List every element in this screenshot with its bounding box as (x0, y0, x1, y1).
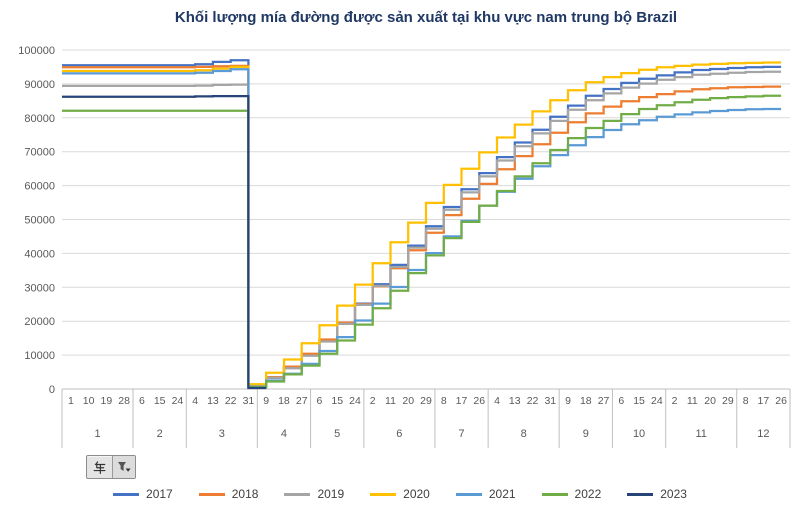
x-axis-day-label: 6 (139, 395, 145, 407)
legend-item-2017: 2017 (113, 487, 173, 501)
legend-item-2020: 2020 (370, 487, 430, 501)
x-axis-month-label: 2 (157, 428, 163, 440)
x-axis-month-label: 6 (396, 428, 402, 440)
x-axis-day-label: 20 (704, 395, 716, 407)
x-axis-day-label: 13 (207, 395, 219, 407)
series-line-2017 (62, 59, 782, 388)
legend-item-2023: 2023 (627, 487, 687, 501)
legend-swatch-2018 (198, 492, 225, 496)
series-line-2022 (62, 94, 782, 389)
legend-label-2020: 2020 (403, 487, 430, 501)
legend-item-2018: 2018 (198, 487, 259, 501)
x-axis-day-label: 18 (278, 395, 290, 407)
x-axis-month-label: 12 (757, 428, 769, 440)
x-axis-day-label: 4 (494, 395, 500, 407)
x-axis-day-label: 24 (349, 395, 361, 407)
legend-label-2021: 2021 (488, 487, 516, 501)
legend-swatch-2023 (627, 492, 654, 496)
legend-item-2019: 2019 (284, 487, 344, 501)
y-axis-tick-label: 70000 (24, 147, 55, 159)
series-line-2018 (62, 64, 782, 387)
x-axis-month-label: 3 (219, 428, 225, 440)
y-axis-tick-label: 60000 (24, 181, 55, 193)
x-axis-day-label: 10 (83, 395, 95, 407)
y-axis-tick-label: 80000 (24, 113, 55, 125)
x-axis-day-label: 19 (101, 395, 113, 407)
x-axis-day-label: 22 (527, 395, 539, 407)
x-axis-day-label: 13 (509, 395, 521, 407)
series-line-2020 (62, 61, 782, 386)
y-axis-tick-label: 100000 (18, 45, 55, 57)
x-axis-day-label: 6 (618, 395, 624, 407)
legend-swatch-2017 (113, 492, 140, 496)
year-character-icon (93, 460, 106, 474)
legend-swatch-2021 (455, 492, 482, 496)
x-axis-day-label: 15 (154, 395, 166, 407)
x-axis-month-label: 7 (458, 428, 464, 440)
y-axis-tick-label: 0 (49, 384, 55, 396)
x-axis-day-label: 26 (775, 395, 787, 407)
x-axis-day-label: 17 (456, 395, 468, 407)
x-axis-month-label: 9 (583, 428, 589, 440)
x-axis-day-label: 1 (68, 395, 74, 407)
x-axis-day-label: 18 (580, 395, 592, 407)
x-axis-day-label: 24 (651, 395, 663, 407)
year-field-glyph (87, 456, 113, 478)
x-axis-day-label: 20 (402, 395, 414, 407)
line-chart: 0 10000 20000 30000 40000 50000 60000 70000 8000… (18, 45, 791, 448)
x-axis-day-label: 26 (473, 395, 485, 407)
x-axis-day-label: 15 (633, 395, 645, 407)
x-axis-day-label: 6 (317, 395, 323, 407)
x-axis-month-label: 11 (696, 428, 707, 440)
x-axis-day-label: 27 (296, 395, 308, 407)
x-axis-month-label: 8 (521, 428, 527, 440)
x-axis-day-label: 24 (172, 395, 184, 407)
x-axis-day-label: 27 (598, 395, 610, 407)
legend-item-2022: 2022 (541, 487, 602, 501)
x-axis-month-label: 10 (633, 428, 645, 440)
series-line-2021 (62, 68, 782, 388)
y-axis-tick-label: 50000 (24, 215, 55, 227)
legend-swatch-2020 (370, 492, 397, 496)
x-axis-day-label: 9 (565, 395, 571, 407)
x-axis-month-label: 5 (334, 428, 340, 440)
x-axis-day-label: 2 (370, 395, 376, 407)
y-axis-tick-label: 90000 (24, 79, 55, 91)
y-axis-tick-label: 10000 (24, 350, 55, 362)
series-line-2023 (62, 94, 267, 390)
x-axis-day-label: 9 (263, 395, 269, 407)
x-axis-day-label: 17 (758, 395, 770, 407)
legend-label-2017: 2017 (146, 487, 173, 501)
y-axis-tick-label: 30000 (24, 282, 55, 294)
x-axis-day-label: 4 (192, 395, 198, 407)
x-axis-day-label: 15 (331, 395, 343, 407)
y-axis-tick-label: 20000 (24, 316, 55, 328)
x-axis-day-label: 11 (687, 395, 698, 407)
y-axis-tick-label: 40000 (24, 248, 55, 260)
x-axis-day-label: 8 (743, 395, 749, 407)
x-axis-day-label: 8 (441, 395, 447, 407)
legend-label-2019: 2019 (317, 487, 345, 501)
x-axis-day-label: 11 (385, 395, 396, 407)
series-line-2019 (62, 70, 782, 388)
legend-swatch-2019 (284, 492, 311, 496)
x-axis-month-label: 4 (281, 428, 287, 440)
filter-dropdown-icon[interactable] (113, 456, 135, 478)
chart-legend: 2017 2018 2019 2020 2021 2022 2023 (0, 487, 800, 501)
x-axis-day-label: 31 (544, 395, 556, 407)
x-axis-day-label: 31 (243, 395, 255, 407)
x-axis-day-label: 29 (722, 395, 734, 407)
chart-title: Khối lượng mía đường được sản xuất tại k… (174, 9, 678, 26)
legend-swatch-2022 (541, 492, 568, 496)
x-axis-day-label: 29 (420, 395, 432, 407)
x-axis-day-label: 28 (118, 395, 130, 407)
year-filter-button[interactable] (86, 455, 136, 479)
legend-item-2021: 2021 (455, 487, 516, 501)
x-axis-month-label: 1 (94, 428, 100, 440)
x-axis-day-label: 2 (672, 395, 678, 407)
legend-label-2018: 2018 (231, 487, 259, 501)
x-axis-day-label: 22 (225, 395, 237, 407)
legend-label-2023: 2023 (660, 487, 687, 501)
legend-label-2022: 2022 (574, 487, 602, 501)
